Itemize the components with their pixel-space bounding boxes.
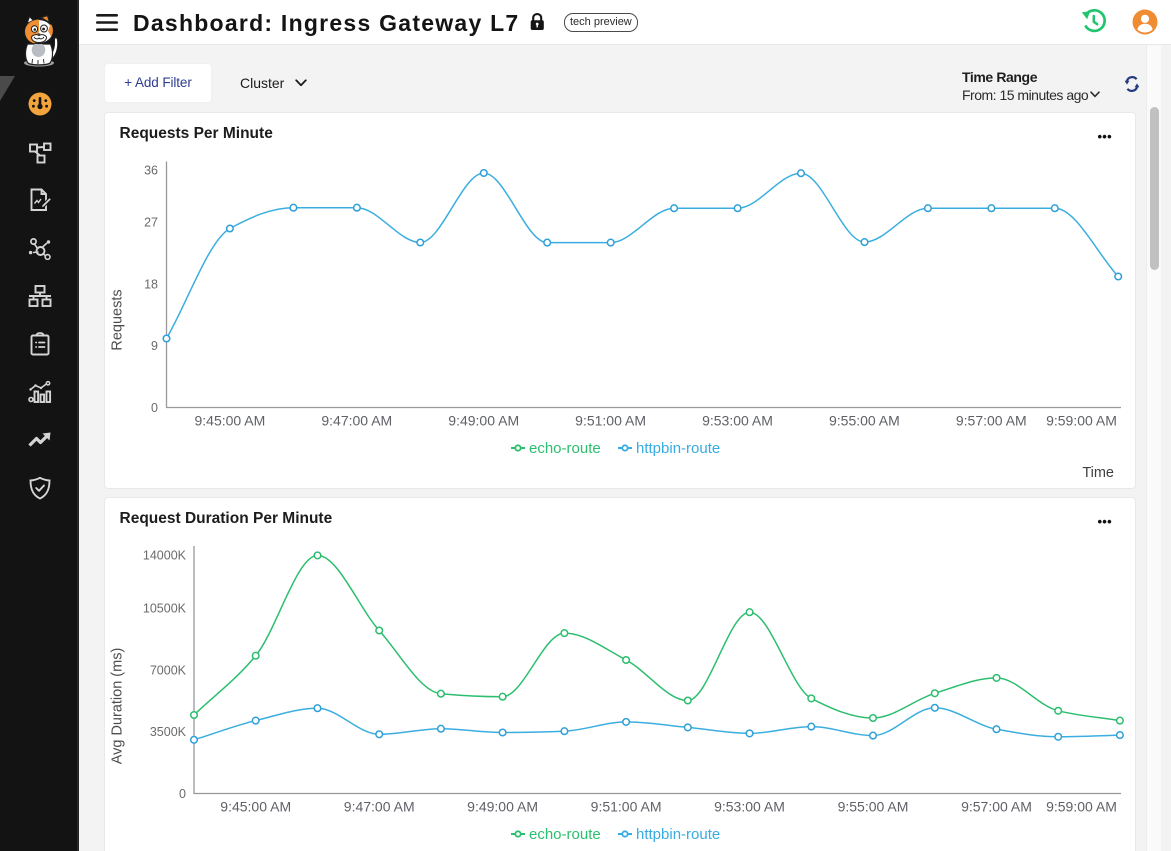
svg-text:9:57:00 AM: 9:57:00 AM bbox=[961, 799, 1032, 815]
svg-text:httpbin-route: httpbin-route bbox=[636, 826, 720, 843]
svg-text:9:51:00 AM: 9:51:00 AM bbox=[575, 413, 646, 429]
svg-text:9:57:00 AM: 9:57:00 AM bbox=[956, 413, 1027, 429]
svg-text:Avg Duration (ms): Avg Duration (ms) bbox=[110, 648, 126, 765]
svg-text:9:59:00 AM: 9:59:00 AM bbox=[1046, 413, 1117, 429]
svg-text:7000K: 7000K bbox=[150, 663, 187, 677]
svg-text:0: 0 bbox=[179, 787, 186, 801]
svg-text:Requests: Requests bbox=[110, 289, 126, 350]
svg-text:9:53:00 AM: 9:53:00 AM bbox=[702, 413, 773, 429]
svg-text:9:59:00 AM: 9:59:00 AM bbox=[1046, 799, 1117, 815]
svg-text:36: 36 bbox=[144, 163, 158, 177]
svg-text:9:49:00 AM: 9:49:00 AM bbox=[467, 799, 538, 815]
svg-text:3500K: 3500K bbox=[150, 725, 187, 739]
svg-text:10500K: 10500K bbox=[143, 601, 187, 615]
svg-text:9:47:00 AM: 9:47:00 AM bbox=[344, 799, 415, 815]
svg-text:9:55:00 AM: 9:55:00 AM bbox=[829, 413, 900, 429]
svg-text:Time: Time bbox=[1082, 465, 1114, 481]
svg-text:9:55:00 AM: 9:55:00 AM bbox=[838, 799, 909, 815]
svg-text:9:45:00 AM: 9:45:00 AM bbox=[220, 799, 291, 815]
svg-text:14000K: 14000K bbox=[143, 548, 187, 562]
svg-text:0: 0 bbox=[151, 401, 158, 415]
svg-text:9: 9 bbox=[151, 339, 158, 353]
svg-text:9:45:00 AM: 9:45:00 AM bbox=[194, 413, 265, 429]
svg-text:18: 18 bbox=[144, 277, 158, 291]
svg-text:httpbin-route: httpbin-route bbox=[636, 440, 720, 457]
svg-text:9:49:00 AM: 9:49:00 AM bbox=[448, 413, 519, 429]
svg-text:9:51:00 AM: 9:51:00 AM bbox=[591, 799, 662, 815]
svg-text:27: 27 bbox=[144, 215, 158, 229]
svg-text:9:47:00 AM: 9:47:00 AM bbox=[321, 413, 392, 429]
svg-text:echo-route: echo-route bbox=[529, 826, 601, 843]
svg-text:9:53:00 AM: 9:53:00 AM bbox=[714, 799, 785, 815]
svg-text:echo-route: echo-route bbox=[529, 440, 601, 457]
